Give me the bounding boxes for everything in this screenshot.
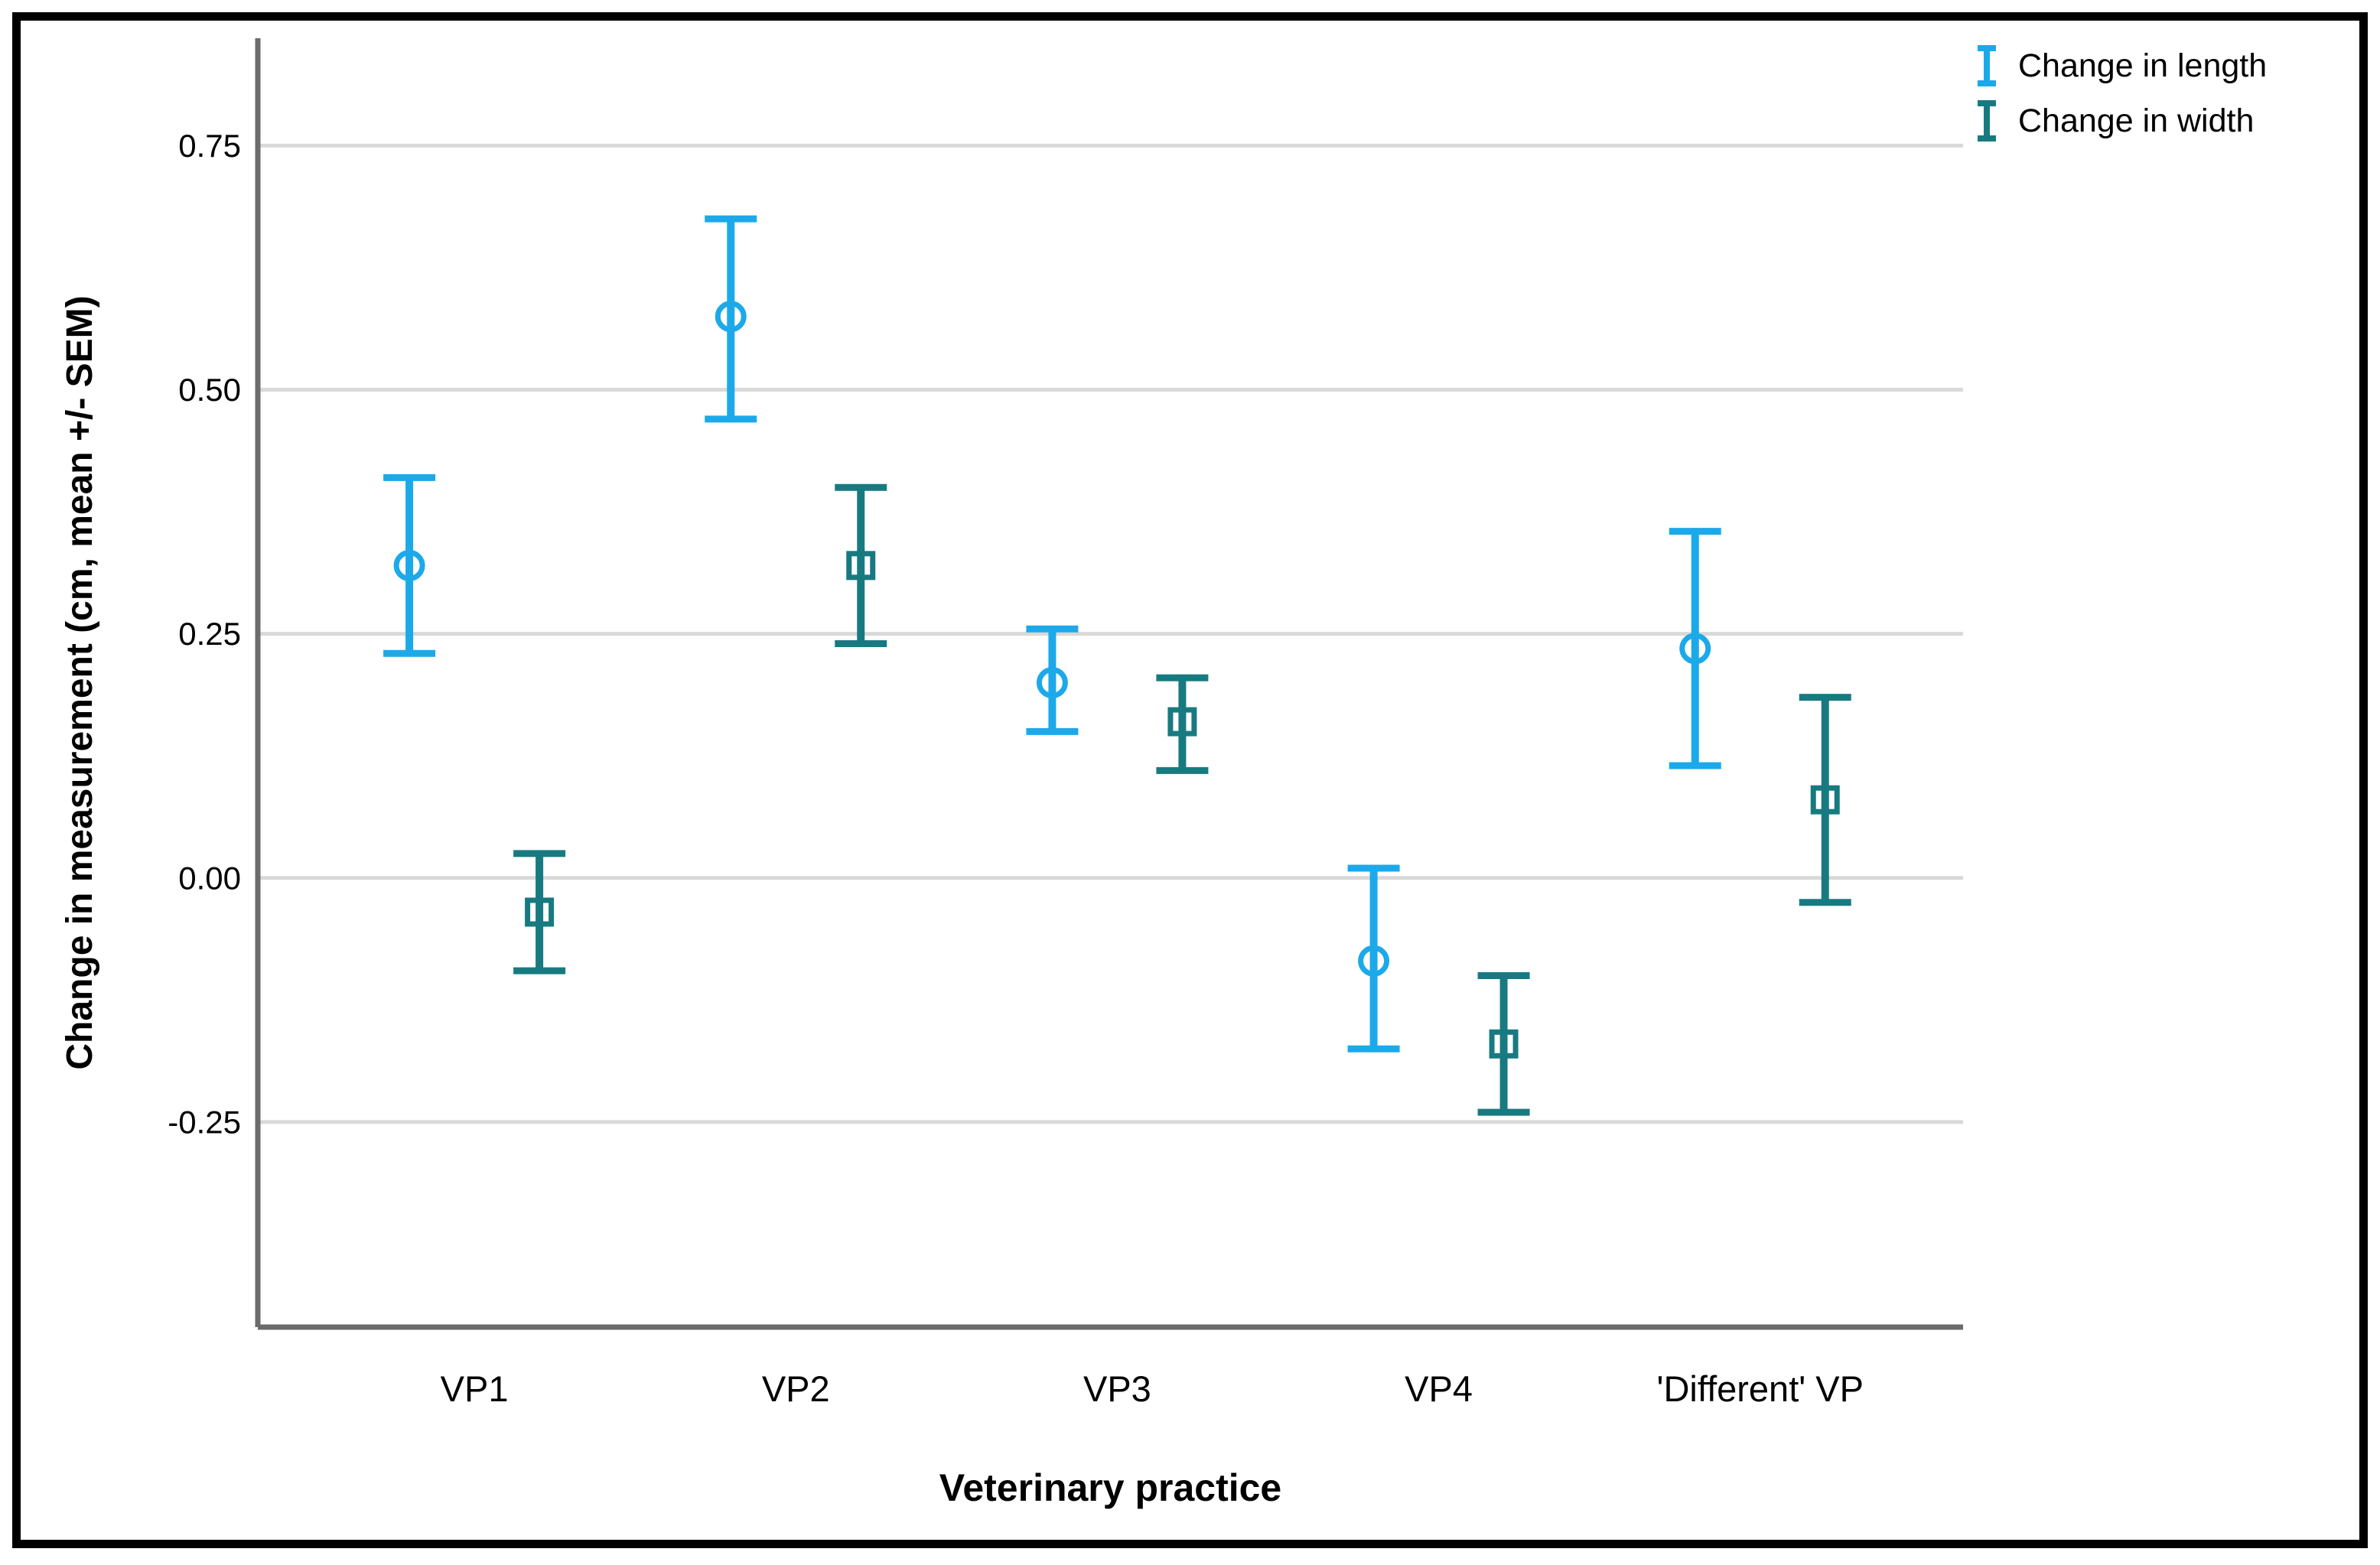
x-axis-title: Veterinary practice (939, 1466, 1282, 1509)
legend-label: Change in length (2018, 47, 2267, 84)
x-category-label: VP3 (1083, 1368, 1151, 1409)
mean-marker-circle (1358, 945, 1390, 977)
y-tick-label: 0.75 (178, 128, 241, 164)
x-category-label: 'Different' VP (1657, 1368, 1864, 1409)
mean-marker-square (846, 551, 876, 581)
y-tick-label: 0.50 (178, 372, 241, 408)
mean-marker-circle (393, 549, 425, 581)
mean-marker-square (1810, 785, 1840, 815)
x-category-label: VP1 (441, 1368, 509, 1409)
mean-marker-square (1489, 1029, 1519, 1059)
y-tick-label: 0.25 (178, 616, 241, 652)
mean-marker-square (525, 897, 555, 927)
mean-marker-circle (715, 301, 747, 333)
y-axis-title: Change in measurement (cm, mean +/- SEM) (60, 295, 100, 1069)
y-tick-label: 0.00 (178, 860, 241, 896)
x-category-label: VP4 (1405, 1368, 1473, 1409)
legend-label: Change in width (2018, 102, 2254, 139)
y-tick-label: -0.25 (168, 1104, 241, 1140)
mean-marker-circle (1679, 633, 1711, 665)
x-category-label: VP2 (762, 1368, 830, 1409)
mean-marker-square (1167, 707, 1197, 737)
mean-marker-circle (1036, 667, 1068, 698)
